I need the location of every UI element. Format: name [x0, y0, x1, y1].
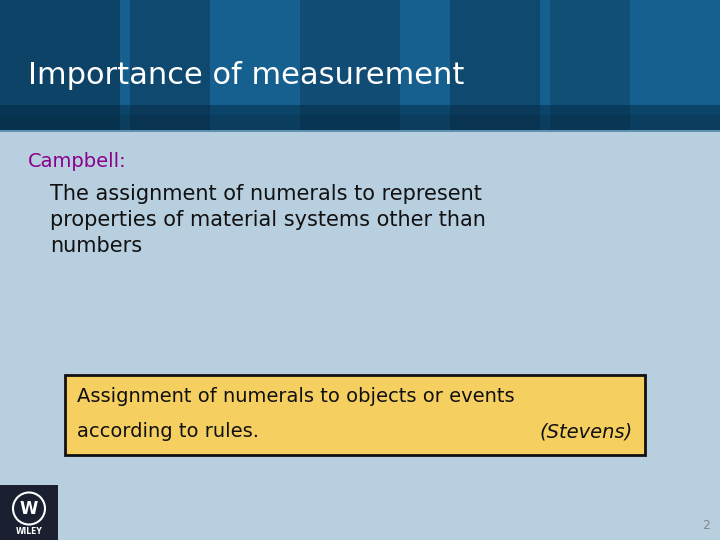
Text: Importance of measurement: Importance of measurement — [28, 61, 464, 90]
Bar — [0, 0, 720, 105]
Text: WILEY: WILEY — [16, 527, 42, 536]
Text: according to rules.: according to rules. — [77, 422, 259, 441]
Bar — [450, 0, 540, 130]
Text: W: W — [20, 500, 38, 517]
Text: Campbell:: Campbell: — [28, 152, 127, 171]
Bar — [0, 105, 720, 130]
Bar — [0, 0, 720, 130]
Bar — [130, 0, 210, 130]
Bar — [300, 0, 400, 130]
Text: numbers: numbers — [50, 236, 142, 256]
Bar — [0, 130, 720, 540]
Text: 2: 2 — [702, 519, 710, 532]
Bar — [550, 0, 630, 130]
Text: Assignment of numerals to objects or events: Assignment of numerals to objects or eve… — [77, 387, 515, 406]
Bar — [0, 485, 58, 540]
Text: (Stevens): (Stevens) — [540, 422, 633, 441]
Bar — [0, 130, 720, 132]
Bar — [0, 115, 720, 130]
Text: properties of material systems other than: properties of material systems other tha… — [50, 210, 486, 230]
Bar — [0, 0, 120, 130]
Bar — [65, 375, 645, 455]
Text: The assignment of numerals to represent: The assignment of numerals to represent — [50, 184, 482, 204]
